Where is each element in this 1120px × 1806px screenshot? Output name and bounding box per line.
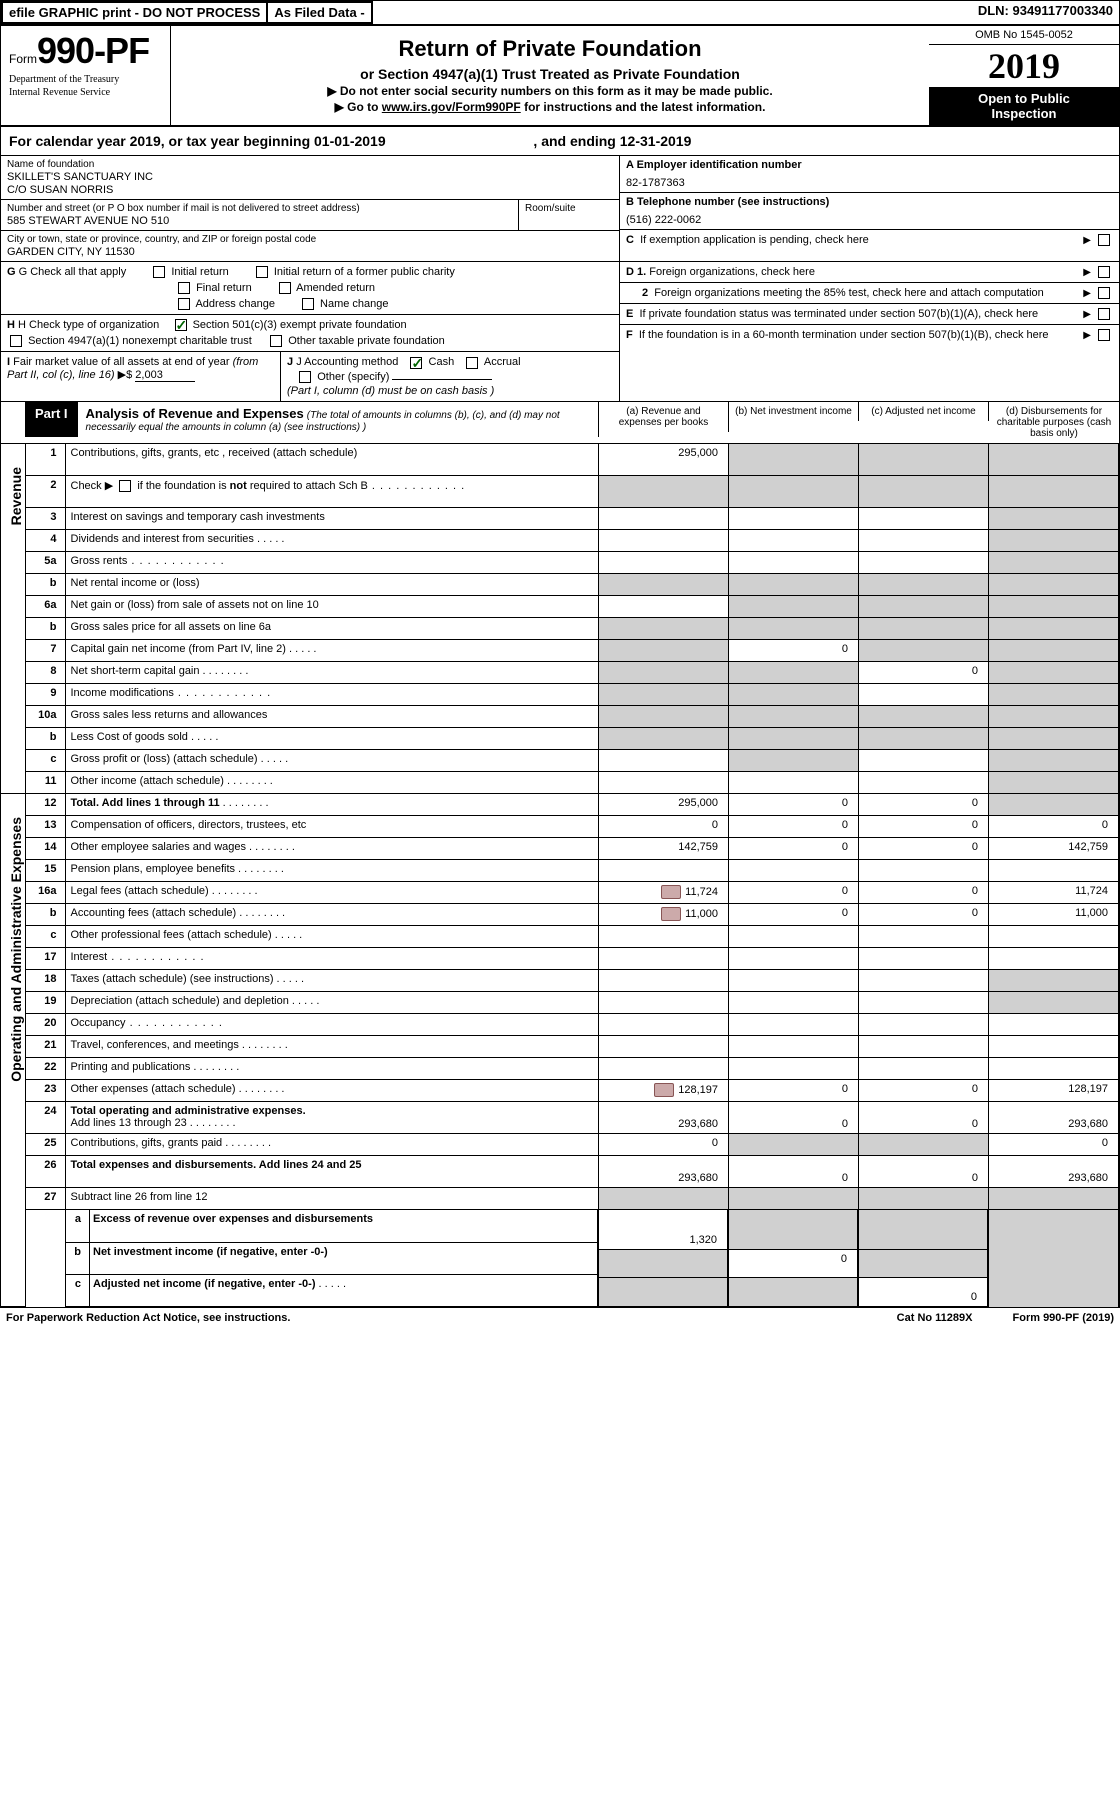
form-number: Form990-PF [9,30,162,72]
initial-return-checkbox[interactable] [153,266,165,278]
other-method-checkbox[interactable] [299,371,311,383]
accrual-checkbox[interactable] [466,357,478,369]
room-suite-label: Room/suite [519,200,619,230]
phone-label: B Telephone number (see instructions) [626,196,1113,208]
fmv-value: 2,003 [135,369,195,382]
addr-label: Number and street (or P O box number if … [7,203,512,214]
other-taxable-checkbox[interactable] [270,335,282,347]
name-change-checkbox[interactable] [302,298,314,310]
ein-value: 82-1787363 [626,177,1113,189]
arrow-icon [1083,287,1091,299]
page-footer: For Paperwork Reduction Act Notice, see … [0,1308,1120,1328]
d1-checkbox[interactable] [1098,266,1110,278]
checks-block: G G Check all that apply Initial return … [1,262,1119,402]
city-label: City or town, state or province, country… [7,234,613,245]
cash-basis-note: (Part I, column (d) must be on cash basi… [287,385,613,397]
dln: DLN: 93491177003340 [972,1,1119,24]
initial-former-checkbox[interactable] [256,266,268,278]
ein-label: A Employer identification number [626,159,1113,171]
part-badge: Part I [25,402,78,437]
street-address: 585 STEWART AVENUE NO 510 [7,215,512,227]
part-title: Analysis of Revenue and Expenses [86,406,304,421]
attach-icon[interactable] [661,907,681,921]
foundation-name-2: C/O SUSAN NORRIS [7,184,613,196]
name-label: Name of foundation [7,159,613,170]
asfiled-label: As Filed Data - [268,1,372,24]
identification-block: Name of foundation SKILLET'S SANCTUARY I… [1,156,1119,262]
col-a-header: (a) Revenue and expenses per books [599,402,729,432]
501c3-checkbox[interactable] [175,319,187,331]
e-checkbox[interactable] [1098,308,1110,320]
f-label: F If the foundation is in a 60-month ter… [626,329,1079,341]
attach-icon[interactable] [661,885,681,899]
omb-number: OMB No 1545-0052 [929,26,1119,45]
sch-b-checkbox[interactable] [119,480,131,492]
arrow-icon [1083,308,1091,320]
revenue-side-label: Revenue [1,444,25,794]
paperwork-notice: For Paperwork Reduction Act Notice, see … [6,1312,897,1324]
cash-checkbox[interactable] [410,357,422,369]
arrow-icon [1083,234,1091,246]
col-c-header: (c) Adjusted net income [859,402,989,421]
g-label: G G Check all that apply [7,266,126,278]
arrow-icon [1083,266,1091,278]
amended-return-checkbox[interactable] [279,282,291,294]
tax-year: 2019 [929,45,1119,87]
attach-icon[interactable] [654,1083,674,1097]
4947-checkbox[interactable] [10,335,22,347]
col-d-header: (d) Disbursements for charitable purpose… [989,402,1119,443]
expenses-side-label: Operating and Administrative Expenses [1,794,25,1307]
form-subtitle: or Section 4947(a)(1) Trust Treated as P… [183,66,917,82]
form-990pf: efile GRAPHIC print - DO NOT PROCESS As … [0,0,1120,1308]
d2-checkbox[interactable] [1098,287,1110,299]
exemption-pending-checkbox[interactable] [1098,234,1110,246]
irs-link[interactable]: www.irs.gov/Form990PF [382,100,521,114]
arrow-icon [1083,329,1091,341]
efile-topbar: efile GRAPHIC print - DO NOT PROCESS As … [1,1,1119,26]
address-change-checkbox[interactable] [178,298,190,310]
ssn-warning: ▶ Do not enter social security numbers o… [183,84,917,98]
e-label: E If private foundation status was termi… [626,308,1079,320]
line-1-desc: Contributions, gifts, grants, etc , rece… [65,444,599,476]
city-state-zip: GARDEN CITY, NY 11530 [7,246,613,258]
line-1-a: 295,000 [599,444,729,476]
open-to-public: Open to Public Inspection [929,87,1119,125]
exemption-pending-label: C If exemption application is pending, c… [626,234,1079,246]
form-title: Return of Private Foundation [183,36,917,62]
dept-treasury: Department of the Treasury [9,74,162,85]
final-return-checkbox[interactable] [178,282,190,294]
irs-label: Internal Revenue Service [9,87,162,98]
calendar-year-line: For calendar year 2019, or tax year begi… [1,127,1119,156]
fmv-label: Fair market value of all assets at end o… [7,356,258,381]
phone-value: (516) 222-0062 [626,214,1113,226]
line-2-desc: Check ▶ if the foundation is not require… [65,476,599,508]
f-checkbox[interactable] [1098,329,1110,341]
goto-link-line: ▶ Go to www.irs.gov/Form990PF for instru… [183,100,917,114]
efile-notice: efile GRAPHIC print - DO NOT PROCESS [1,1,268,24]
d2-label: 2 Foreign organizations meeting the 85% … [626,287,1079,299]
foundation-name-1: SKILLET'S SANCTUARY INC [7,171,613,183]
col-b-header: (b) Net investment income [729,402,859,421]
part-i-grid: Revenue 1 Contributions, gifts, grants, … [1,444,1119,1308]
d1-label: D 1. Foreign organizations, check here [626,266,1079,278]
cat-no: Cat No 11289X [897,1312,973,1324]
form-ref: Form 990-PF (2019) [1013,1312,1115,1324]
form-header: Form990-PF Department of the Treasury In… [1,26,1119,127]
part-i-header: Part I Analysis of Revenue and Expenses … [1,402,1119,444]
